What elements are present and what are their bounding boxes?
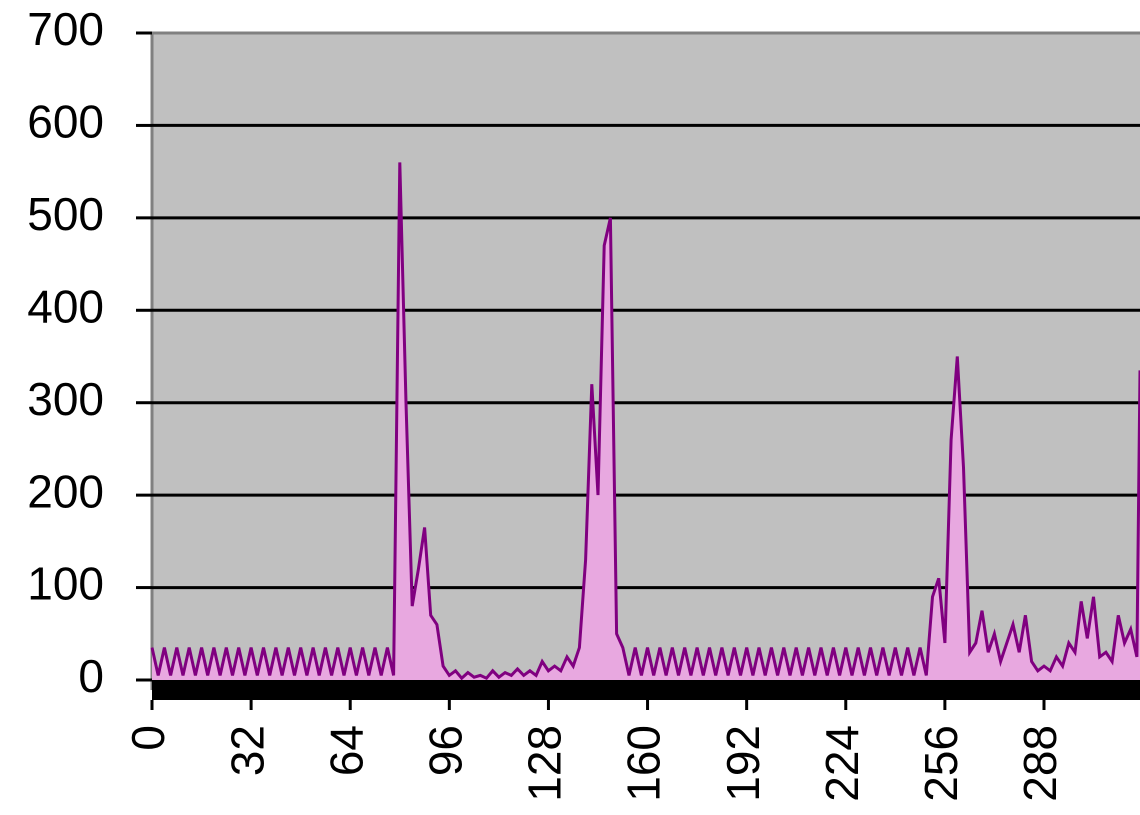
x-tick-label: 96 xyxy=(419,725,471,776)
y-tick-label: 100 xyxy=(27,558,104,610)
y-tick-label: 0 xyxy=(78,650,104,702)
x-tick-label: 160 xyxy=(618,725,670,802)
x-tick-label: 32 xyxy=(221,725,273,776)
x-tick-label: 192 xyxy=(717,725,769,802)
plot-area xyxy=(152,33,1140,680)
x-tick-label: 224 xyxy=(816,725,868,802)
x-tick-label: 288 xyxy=(1014,725,1066,802)
y-tick-label: 600 xyxy=(27,96,104,148)
x-tick-label: 128 xyxy=(519,725,571,802)
y-tick-label: 500 xyxy=(27,188,104,240)
area-line xyxy=(150,162,1140,681)
y-tick-label: 300 xyxy=(27,373,104,425)
y-tick-label: 700 xyxy=(27,3,104,55)
x-tick-label: 256 xyxy=(915,725,967,802)
x-tick-label: 0 xyxy=(122,725,174,751)
x-tick-label: 64 xyxy=(320,725,372,776)
x-axis xyxy=(152,680,1140,700)
y-tick-label: 400 xyxy=(27,280,104,332)
y-tick-label: 200 xyxy=(27,465,104,517)
